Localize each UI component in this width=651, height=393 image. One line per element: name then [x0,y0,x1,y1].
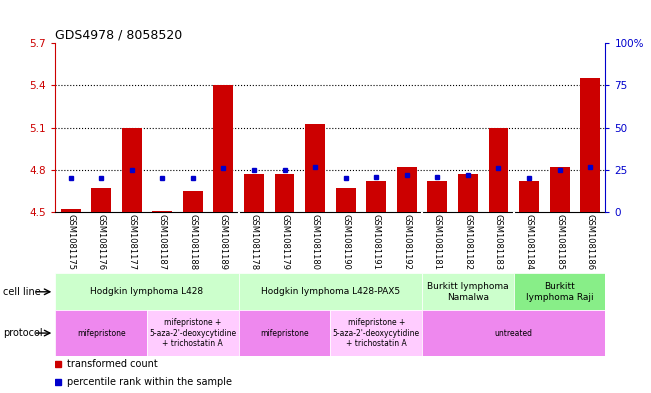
Text: GSM1081187: GSM1081187 [158,214,167,270]
Text: GSM1081192: GSM1081192 [402,214,411,270]
Text: GSM1081184: GSM1081184 [525,214,534,270]
Bar [239,310,331,356]
Bar [183,191,203,212]
Text: GSM1081178: GSM1081178 [249,214,258,270]
Text: cell line: cell line [3,287,41,297]
Bar [336,188,355,212]
Bar [549,167,570,212]
Bar [239,273,422,310]
Text: GSM1081183: GSM1081183 [494,214,503,270]
Text: Burkitt
lymphoma Raji: Burkitt lymphoma Raji [526,282,594,301]
Bar [152,211,173,212]
Text: untreated: untreated [495,329,533,338]
Text: percentile rank within the sample: percentile rank within the sample [68,377,232,387]
Text: GSM1081182: GSM1081182 [464,214,473,270]
Text: mifepristone +
5-aza-2'-deoxycytidine
+ trichostatin A: mifepristone + 5-aza-2'-deoxycytidine + … [149,318,236,348]
Bar [422,273,514,310]
Text: GSM1081181: GSM1081181 [433,214,442,270]
Bar [519,181,539,212]
Bar [397,167,417,212]
Text: GSM1081188: GSM1081188 [188,214,197,270]
Text: GSM1081186: GSM1081186 [586,214,594,270]
Bar [147,310,239,356]
Text: Burkitt lymphoma
Namalwa: Burkitt lymphoma Namalwa [427,282,508,301]
Bar [55,310,147,356]
Bar [275,174,294,212]
Text: GSM1081176: GSM1081176 [97,214,105,270]
Bar [422,310,605,356]
Text: GDS4978 / 8058520: GDS4978 / 8058520 [55,28,182,41]
Text: GSM1081189: GSM1081189 [219,214,228,270]
Bar [91,188,111,212]
Text: mifepristone: mifepristone [77,329,126,338]
Bar [331,310,422,356]
Bar [367,181,386,212]
Text: protocol: protocol [3,328,43,338]
Bar [580,79,600,212]
Bar [428,181,447,212]
Bar [55,273,239,310]
Bar [214,85,233,212]
Text: Hodgkin lymphoma L428-PAX5: Hodgkin lymphoma L428-PAX5 [261,287,400,296]
Bar [458,174,478,212]
Text: GSM1081190: GSM1081190 [341,214,350,270]
Text: Hodgkin lymphoma L428: Hodgkin lymphoma L428 [90,287,204,296]
Text: GSM1081180: GSM1081180 [311,214,320,270]
Bar [61,209,81,212]
Text: GSM1081179: GSM1081179 [280,214,289,270]
Text: transformed count: transformed count [68,359,158,369]
Text: GSM1081175: GSM1081175 [66,214,75,270]
Bar [305,123,325,212]
Text: mifepristone: mifepristone [260,329,309,338]
Text: GSM1081177: GSM1081177 [127,214,136,270]
Bar [488,128,508,212]
Text: GSM1081191: GSM1081191 [372,214,381,270]
Bar [122,128,142,212]
Text: mifepristone +
5-aza-2'-deoxycytidine
+ trichostatin A: mifepristone + 5-aza-2'-deoxycytidine + … [333,318,420,348]
Bar [514,273,605,310]
Text: GSM1081185: GSM1081185 [555,214,564,270]
Bar [244,174,264,212]
